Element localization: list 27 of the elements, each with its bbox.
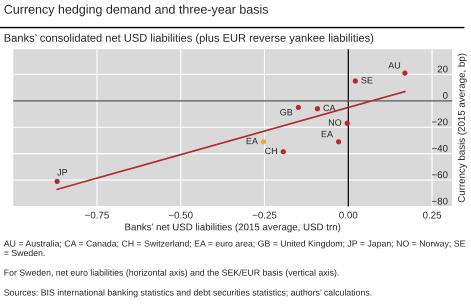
x-axis-title: Banks’ net USD liabilities (2015 average, USD trn) bbox=[125, 223, 340, 232]
y-axis-title: Currency basis (2015 average, bp) bbox=[458, 54, 467, 202]
y-tick-label: −20 bbox=[432, 118, 448, 126]
x-tick-label: 0.25 bbox=[422, 212, 442, 219]
text: AU = Australia; CA = Canada; CH = Switzerland; EA = euro area; GB = United Kingdom; JP = Japan; NO = Norway; SE = Sweden. bbox=[4, 240, 466, 256]
y-tick-label: −40 bbox=[432, 144, 448, 152]
source-note: Sources: BIS international banking statistics and debt securities statistics; authors’ calculations. bbox=[4, 289, 372, 298]
annotation: AU bbox=[388, 62, 400, 68]
y-tick-label: 20 bbox=[438, 66, 448, 72]
text: For Sweden, net euro liabilities (horizontal axis) and the SEK/EUR basis (vertical axis). bbox=[4, 269, 339, 278]
y-tick-label: −80 bbox=[432, 198, 448, 205]
y-tick-label: −60 bbox=[432, 171, 448, 178]
annotation: CH bbox=[265, 148, 277, 154]
x-tick-label: −0.50 bbox=[168, 212, 193, 219]
annotation: NO bbox=[328, 119, 342, 126]
x-tick-label: 0.00 bbox=[339, 212, 358, 219]
annotation: EA bbox=[246, 138, 258, 144]
x-tick-label: −0.25 bbox=[252, 212, 276, 219]
y-tick-label: 0 bbox=[442, 92, 448, 99]
chart-title: Currency hedging demand and three-year basis bbox=[4, 4, 268, 16]
chart-subtitle: Banks’ consolidated net USD liabilities (plus EUR reverse yankee liabilities) bbox=[4, 34, 374, 44]
x-tick-label: −0.75 bbox=[85, 212, 109, 219]
annotation: EA bbox=[322, 130, 333, 138]
annotation: CA bbox=[323, 104, 336, 112]
annotation: SE bbox=[361, 77, 373, 84]
annotation: JP bbox=[57, 169, 68, 176]
annotation: GB bbox=[280, 109, 292, 116]
